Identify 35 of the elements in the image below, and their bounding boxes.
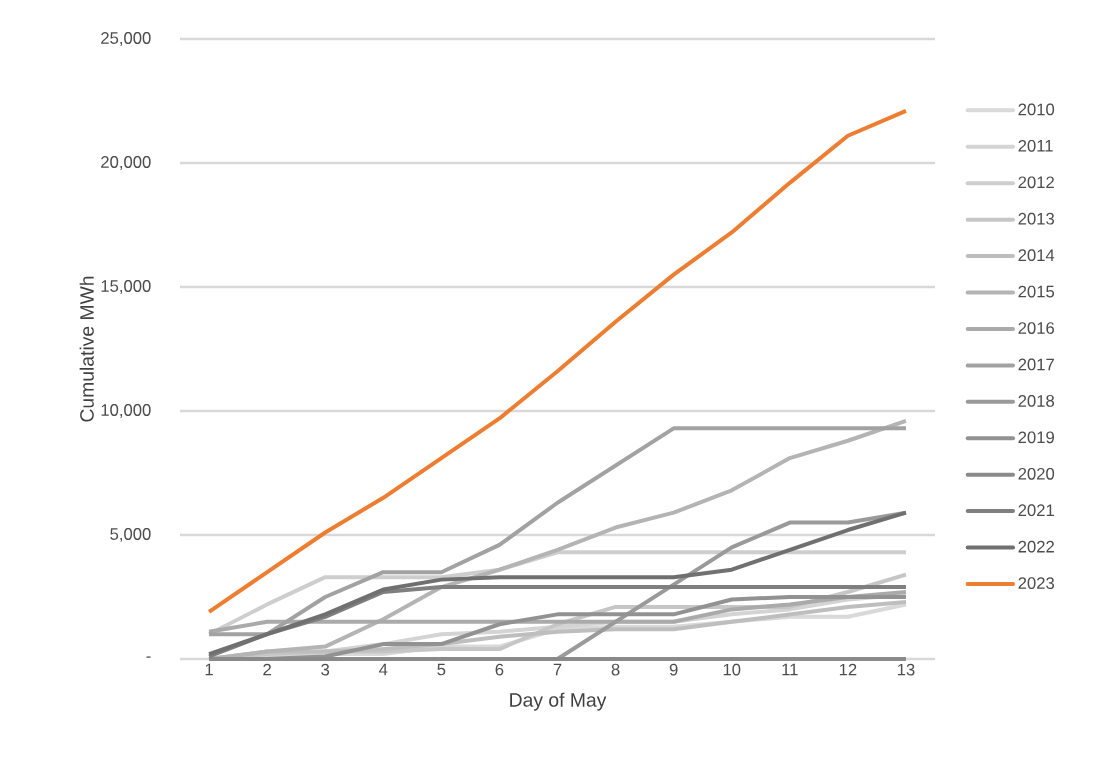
legend-label: 2012 [1018,176,1054,189]
x-tick-label: 8 [611,663,620,676]
legend-label: 2018 [1018,395,1055,407]
legend-label: 2021 [1018,504,1054,517]
x-tick-label: 3 [321,663,330,676]
x-tick-label: 5 [437,663,446,676]
legend-label: 2020 [1018,467,1055,480]
x-axis-title: Day of May [510,692,607,711]
legend-label: 2023 [1018,577,1055,589]
y-tick-label: 5,000 [110,528,151,542]
x-tick-label: 11 [782,663,798,676]
legend-label: 2013 [1018,212,1055,225]
x-tick-label: 10 [723,663,741,676]
y-tick-label: 15,000 [101,280,151,294]
y-tick-label: 20,000 [101,156,151,170]
x-tick-label: 12 [839,663,857,676]
y-axis-title: Cumulative MWh [79,276,94,422]
legend-label: 2022 [1018,540,1054,553]
legend-label: 2015 [1018,285,1055,298]
x-tick-label: 6 [495,663,504,676]
x-tick-label: 9 [669,663,678,676]
legend-label: 2010 [1018,103,1055,116]
legend-label: 2019 [1018,431,1054,444]
x-tick-label: 13 [897,663,915,676]
legend-label: 2014 [1018,249,1055,262]
x-tick-label: 7 [553,663,562,676]
legend-label: 2011 [1018,139,1053,152]
legend-label: 2017 [1018,358,1054,371]
x-tick-label: 4 [379,663,388,676]
y-tick-label: 10,000 [101,404,151,418]
x-tick-label: 2 [263,663,271,676]
x-tick-label: 1 [205,663,213,676]
legend-label: 2016 [1018,322,1055,334]
y-tick-label: - [146,656,151,658]
y-tick-label: 25,000 [101,32,151,46]
